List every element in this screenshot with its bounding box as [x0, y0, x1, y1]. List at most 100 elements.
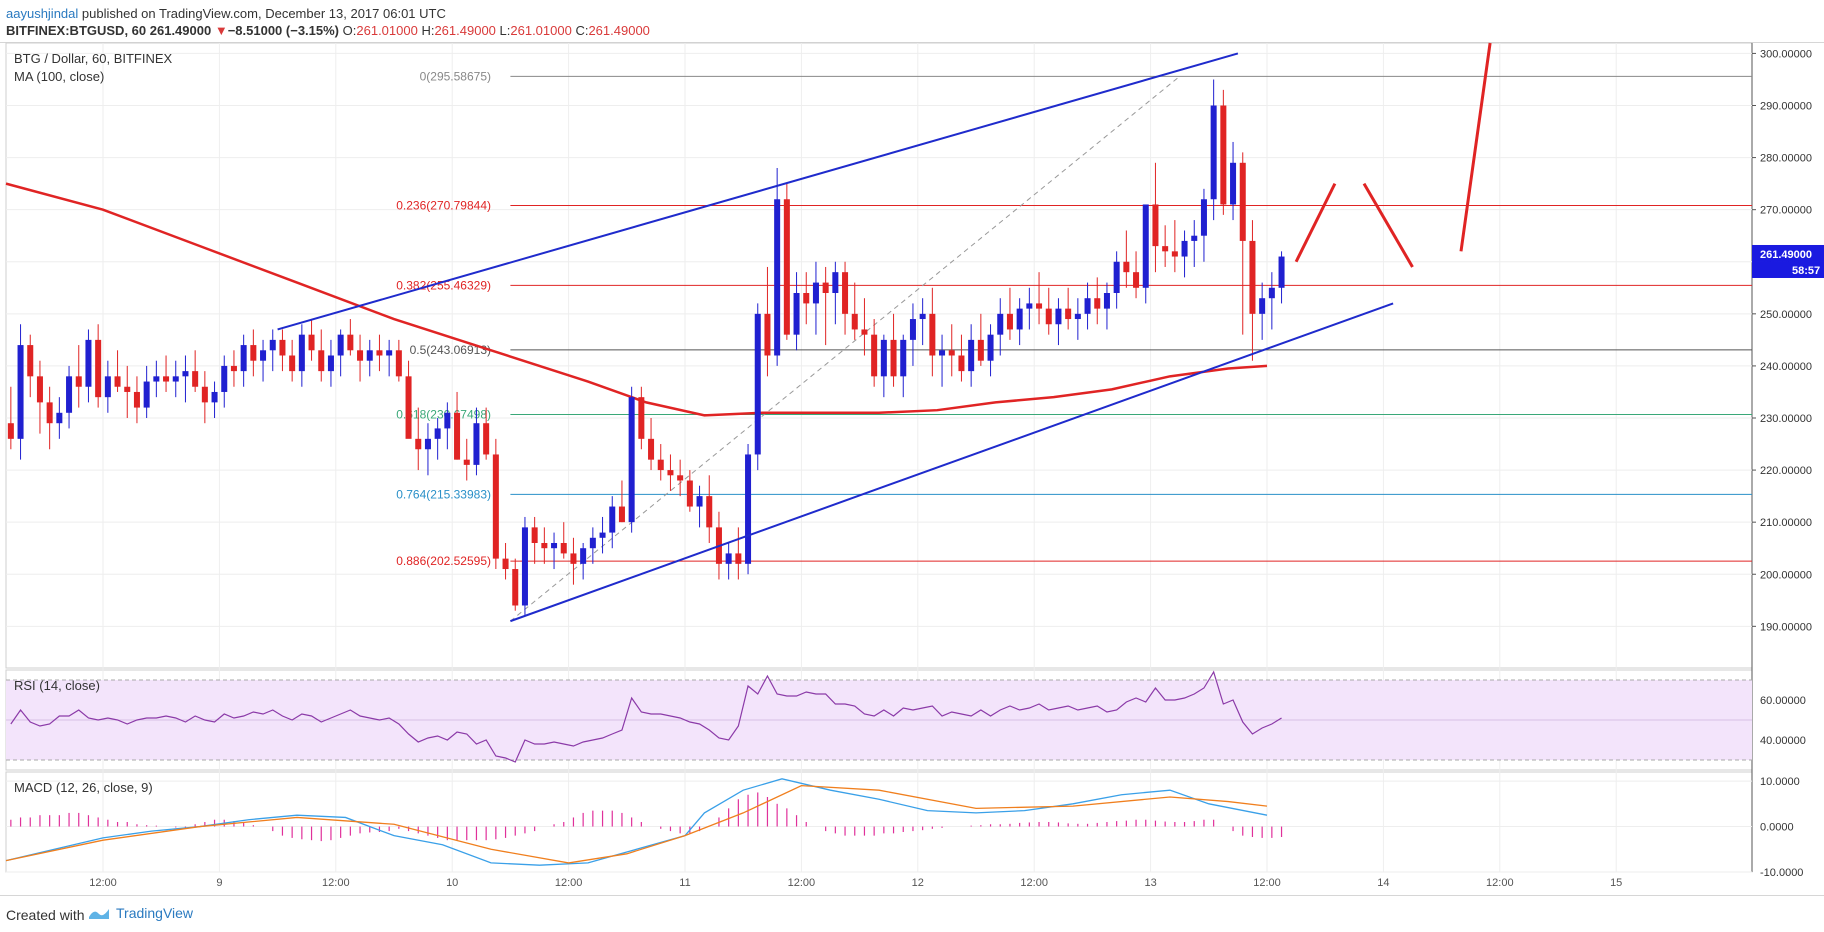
x-tick-label: 13 — [1144, 877, 1156, 889]
change-arrow-icon: ▼ — [214, 23, 228, 38]
close-label: C: — [575, 23, 589, 38]
candle-body — [386, 350, 393, 356]
candle-body — [424, 438, 431, 450]
candle-body — [589, 537, 596, 549]
candle-body — [337, 334, 344, 356]
x-tick-label: 12:00 — [322, 877, 350, 889]
candle-body — [1220, 105, 1227, 205]
macd-tick-label: 10.0000 — [1760, 776, 1800, 788]
candle-body — [1278, 256, 1285, 288]
candle-body — [172, 376, 179, 382]
fib-level-label: 0.5(243.06913) — [410, 343, 491, 357]
candle-body — [327, 355, 334, 372]
candle-body — [909, 319, 916, 340]
candle-body — [822, 282, 829, 293]
candle-body — [1142, 204, 1149, 288]
y-tick-label: 240.00000 — [1760, 361, 1812, 373]
price-chart[interactable]: 12:00 9 12:00 10 12:00 11 12:00 12 12:00 13 12:00 1… — [0, 0, 1824, 895]
symbol-name: BITFINEX:BTGUSD, 60 — [6, 23, 147, 38]
high-label: H: — [421, 23, 435, 38]
candle-body — [512, 569, 519, 606]
candle-body — [201, 386, 208, 403]
low-value: 261.01000 — [510, 23, 572, 38]
candle-body — [1055, 308, 1062, 325]
footer: Created with TradingView — [0, 895, 1824, 932]
candle-body — [395, 350, 402, 377]
candle-body — [745, 454, 752, 564]
macd-pane-title: MACD (12, 26, close, 9) — [14, 780, 153, 795]
candle-body — [221, 365, 228, 392]
candle-body — [1045, 308, 1052, 325]
candle-body — [114, 376, 121, 387]
candle-body — [289, 355, 296, 372]
candle-body — [27, 345, 34, 377]
candle-body — [560, 543, 567, 554]
candle-body — [1259, 298, 1266, 314]
candle-body — [434, 428, 441, 439]
candle-body — [977, 339, 984, 361]
candle-body — [1268, 287, 1275, 299]
candle-body — [75, 376, 82, 387]
candle-body — [1094, 298, 1101, 309]
candle-body — [1249, 240, 1256, 314]
candle-body — [686, 480, 693, 507]
price-pane-title: BTG / Dollar, 60, BITFINEX — [14, 51, 173, 66]
x-tick-label: 11 — [679, 877, 690, 889]
high-value: 261.49000 — [434, 23, 496, 38]
x-tick-label: 12:00 — [89, 877, 117, 889]
candle-body — [628, 397, 635, 523]
candle-body — [754, 313, 761, 455]
candle-body — [1133, 272, 1140, 288]
x-tick-label: 12:00 — [1020, 877, 1048, 889]
projection-stroke — [1362, 182, 1414, 268]
candle-body — [851, 313, 858, 330]
candle-body — [638, 397, 645, 439]
ma-indicator-label: MA (100, close) — [14, 69, 104, 84]
candle-body — [939, 350, 946, 356]
last-price: 261.49000 — [149, 23, 212, 38]
y-tick-label: 200.00000 — [1760, 569, 1812, 581]
candle-body — [1103, 293, 1110, 309]
candle-body — [1065, 308, 1072, 320]
candle-body — [473, 423, 480, 465]
candle-body — [1123, 261, 1130, 273]
candle-body — [308, 334, 315, 351]
candle-body — [279, 339, 286, 356]
candle-body — [725, 553, 732, 564]
candle-body — [803, 293, 810, 304]
candle-body — [948, 350, 955, 356]
candle-body — [997, 313, 1004, 335]
candle-body — [366, 350, 373, 361]
publisher-link[interactable]: aayushjindal — [6, 6, 79, 21]
macd-tick-label: 0.0000 — [1760, 822, 1794, 834]
x-tick-label: 9 — [216, 877, 222, 889]
candle-body — [1152, 204, 1159, 247]
tradingview-logo[interactable]: TradingView — [88, 905, 193, 921]
countdown-tag-label: 58:57 — [1792, 265, 1820, 277]
x-tick-label: 10 — [446, 877, 458, 889]
candle-body — [667, 470, 674, 476]
tradingview-logo-icon — [89, 909, 109, 919]
candle-body — [812, 282, 819, 304]
candle-body — [46, 402, 53, 424]
candle-body — [648, 438, 655, 460]
candle-body — [871, 334, 878, 377]
x-tick-label: 14 — [1377, 877, 1389, 889]
chart-header: aayushjindal published on TradingView.co… — [0, 0, 1824, 43]
fib-level-label: 0.236(270.79844) — [396, 199, 491, 213]
macd-signal-line — [5, 784, 1268, 864]
candle-body — [17, 345, 24, 439]
candle-body — [211, 391, 218, 403]
candle-body — [580, 548, 587, 564]
last-price-tag — [1752, 244, 1824, 262]
candle-body — [1171, 251, 1178, 257]
candle-body — [240, 345, 247, 372]
candle-body — [1210, 105, 1217, 200]
candle-body — [260, 350, 267, 361]
y-tick-label: 230.00000 — [1760, 413, 1812, 425]
candle-body — [551, 543, 558, 549]
candle-body — [66, 376, 73, 413]
x-tick-label: 12:00 — [788, 877, 816, 889]
candle-body — [793, 293, 800, 335]
candle-body — [570, 553, 577, 564]
